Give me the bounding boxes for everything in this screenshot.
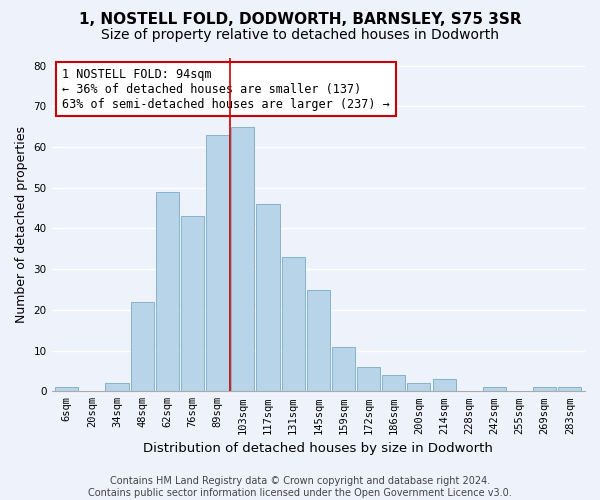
Bar [307, 290, 330, 392]
Bar [206, 135, 229, 392]
Bar [382, 375, 406, 392]
Bar [407, 383, 430, 392]
Bar [559, 387, 581, 392]
Bar [357, 367, 380, 392]
Bar [533, 387, 556, 392]
Text: Size of property relative to detached houses in Dodworth: Size of property relative to detached ho… [101, 28, 499, 42]
Text: 1, NOSTELL FOLD, DODWORTH, BARNSLEY, S75 3SR: 1, NOSTELL FOLD, DODWORTH, BARNSLEY, S75… [79, 12, 521, 28]
Bar [281, 257, 305, 392]
Y-axis label: Number of detached properties: Number of detached properties [15, 126, 28, 323]
Bar [55, 387, 78, 392]
Bar [483, 387, 506, 392]
Bar [433, 379, 455, 392]
Text: Contains HM Land Registry data © Crown copyright and database right 2024.
Contai: Contains HM Land Registry data © Crown c… [88, 476, 512, 498]
X-axis label: Distribution of detached houses by size in Dodworth: Distribution of detached houses by size … [143, 442, 493, 455]
Bar [332, 346, 355, 392]
Bar [106, 383, 128, 392]
Bar [181, 216, 204, 392]
Bar [156, 192, 179, 392]
Text: 1 NOSTELL FOLD: 94sqm
← 36% of detached houses are smaller (137)
63% of semi-det: 1 NOSTELL FOLD: 94sqm ← 36% of detached … [62, 68, 390, 110]
Bar [131, 302, 154, 392]
Bar [256, 204, 280, 392]
Bar [231, 126, 254, 392]
